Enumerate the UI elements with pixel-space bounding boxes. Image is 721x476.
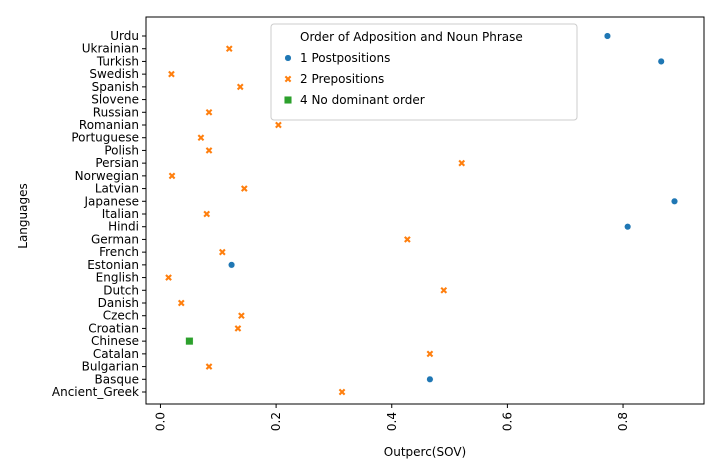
y-tick-label: Basque (95, 372, 139, 386)
y-tick-label: Spanish (92, 80, 139, 94)
y-tick-label: Portuguese (71, 131, 139, 145)
data-point (603, 32, 611, 40)
legend-marker (284, 54, 292, 62)
data-point (236, 83, 244, 91)
y-tick-label: Croatian (88, 321, 139, 335)
data-point (205, 363, 213, 370)
y-tick-label: French (99, 245, 139, 259)
y-tick-label: Italian (102, 207, 139, 221)
data-point (228, 261, 236, 269)
y-tick-label: Chinese (91, 334, 139, 348)
data-point (440, 286, 448, 294)
y-tick-label: Polish (104, 143, 139, 157)
data-point (197, 134, 205, 142)
legend: Order of Adposition and Noun Phrase 1 Pos… (270, 23, 578, 121)
data-point (205, 108, 213, 116)
data-point (203, 210, 211, 218)
y-tick-label: English (96, 271, 139, 285)
legend-box (270, 23, 578, 121)
y-tick-label: Ukrainian (82, 42, 139, 56)
y-tick-label: Russian (93, 105, 139, 119)
y-tick-label: German (91, 232, 139, 246)
y-tick-label: Ancient_Greek (52, 385, 139, 399)
legend-marker (283, 95, 293, 105)
legend-entry: 1 Postpositions (300, 51, 390, 65)
data-point (165, 274, 172, 281)
legend-title: Order of Adposition and Noun Phrase (300, 30, 523, 44)
y-tick-label: Hindi (108, 220, 139, 234)
x-axis-ticks: 0.0 0.2 0.4 0.6 0.8 (153, 404, 630, 431)
x-axis-title: Outperc(SOV) (384, 445, 466, 459)
y-tick-label: Romanian (79, 118, 139, 132)
data-point (624, 223, 632, 231)
y-tick-label: Norwegian (75, 169, 139, 183)
y-tick-label: Urdu (110, 29, 139, 43)
y-tick-label: Japanese (84, 194, 140, 208)
y-axis-ticks: UrduUkrainianTurkishSwedishSpanishSloven… (52, 29, 146, 399)
data-point (234, 325, 242, 332)
plot-area (145, 16, 705, 405)
y-tick-label: Estonian (87, 258, 139, 272)
y-axis-title: Languages (16, 183, 30, 248)
data-point (338, 388, 346, 396)
y-tick-label: Dutch (103, 283, 139, 297)
data-point (240, 185, 248, 192)
data-point (177, 299, 185, 307)
y-tick-label: Turkish (96, 54, 139, 68)
data-point (426, 375, 434, 383)
data-point (238, 312, 245, 320)
y-tick-label: Bulgarian (82, 360, 139, 374)
data-point (168, 70, 175, 78)
y-tick-label: Latvian (95, 182, 139, 196)
legend-entry: 2 Prepositions (300, 72, 384, 86)
x-tick-label: 0.0 (153, 412, 167, 431)
data-point (168, 172, 176, 180)
legend-marker (284, 75, 292, 83)
data-point (404, 236, 411, 243)
y-tick-label: Catalan (93, 347, 139, 361)
x-tick-label: 0.2 (269, 412, 283, 431)
x-tick-label: 0.6 (500, 412, 514, 431)
data-point (426, 350, 434, 358)
plot-frame (145, 16, 705, 405)
x-tick-label: 0.4 (385, 412, 399, 431)
data-point (218, 248, 226, 256)
y-tick-label: Swedish (89, 67, 139, 81)
data-point (185, 337, 194, 346)
y-tick-label: Slovene (91, 93, 139, 107)
x-tick-label: 0.8 (616, 412, 630, 431)
data-point (205, 147, 213, 154)
data-point (225, 45, 233, 53)
data-point (670, 197, 679, 205)
data-point (275, 121, 282, 129)
y-tick-label: Persian (95, 156, 139, 170)
y-tick-label: Czech (103, 309, 139, 323)
data-point (657, 57, 665, 65)
y-tick-label: Danish (98, 296, 139, 310)
legend-entry: 4 No dominant order (300, 93, 425, 107)
data-point (458, 159, 466, 167)
